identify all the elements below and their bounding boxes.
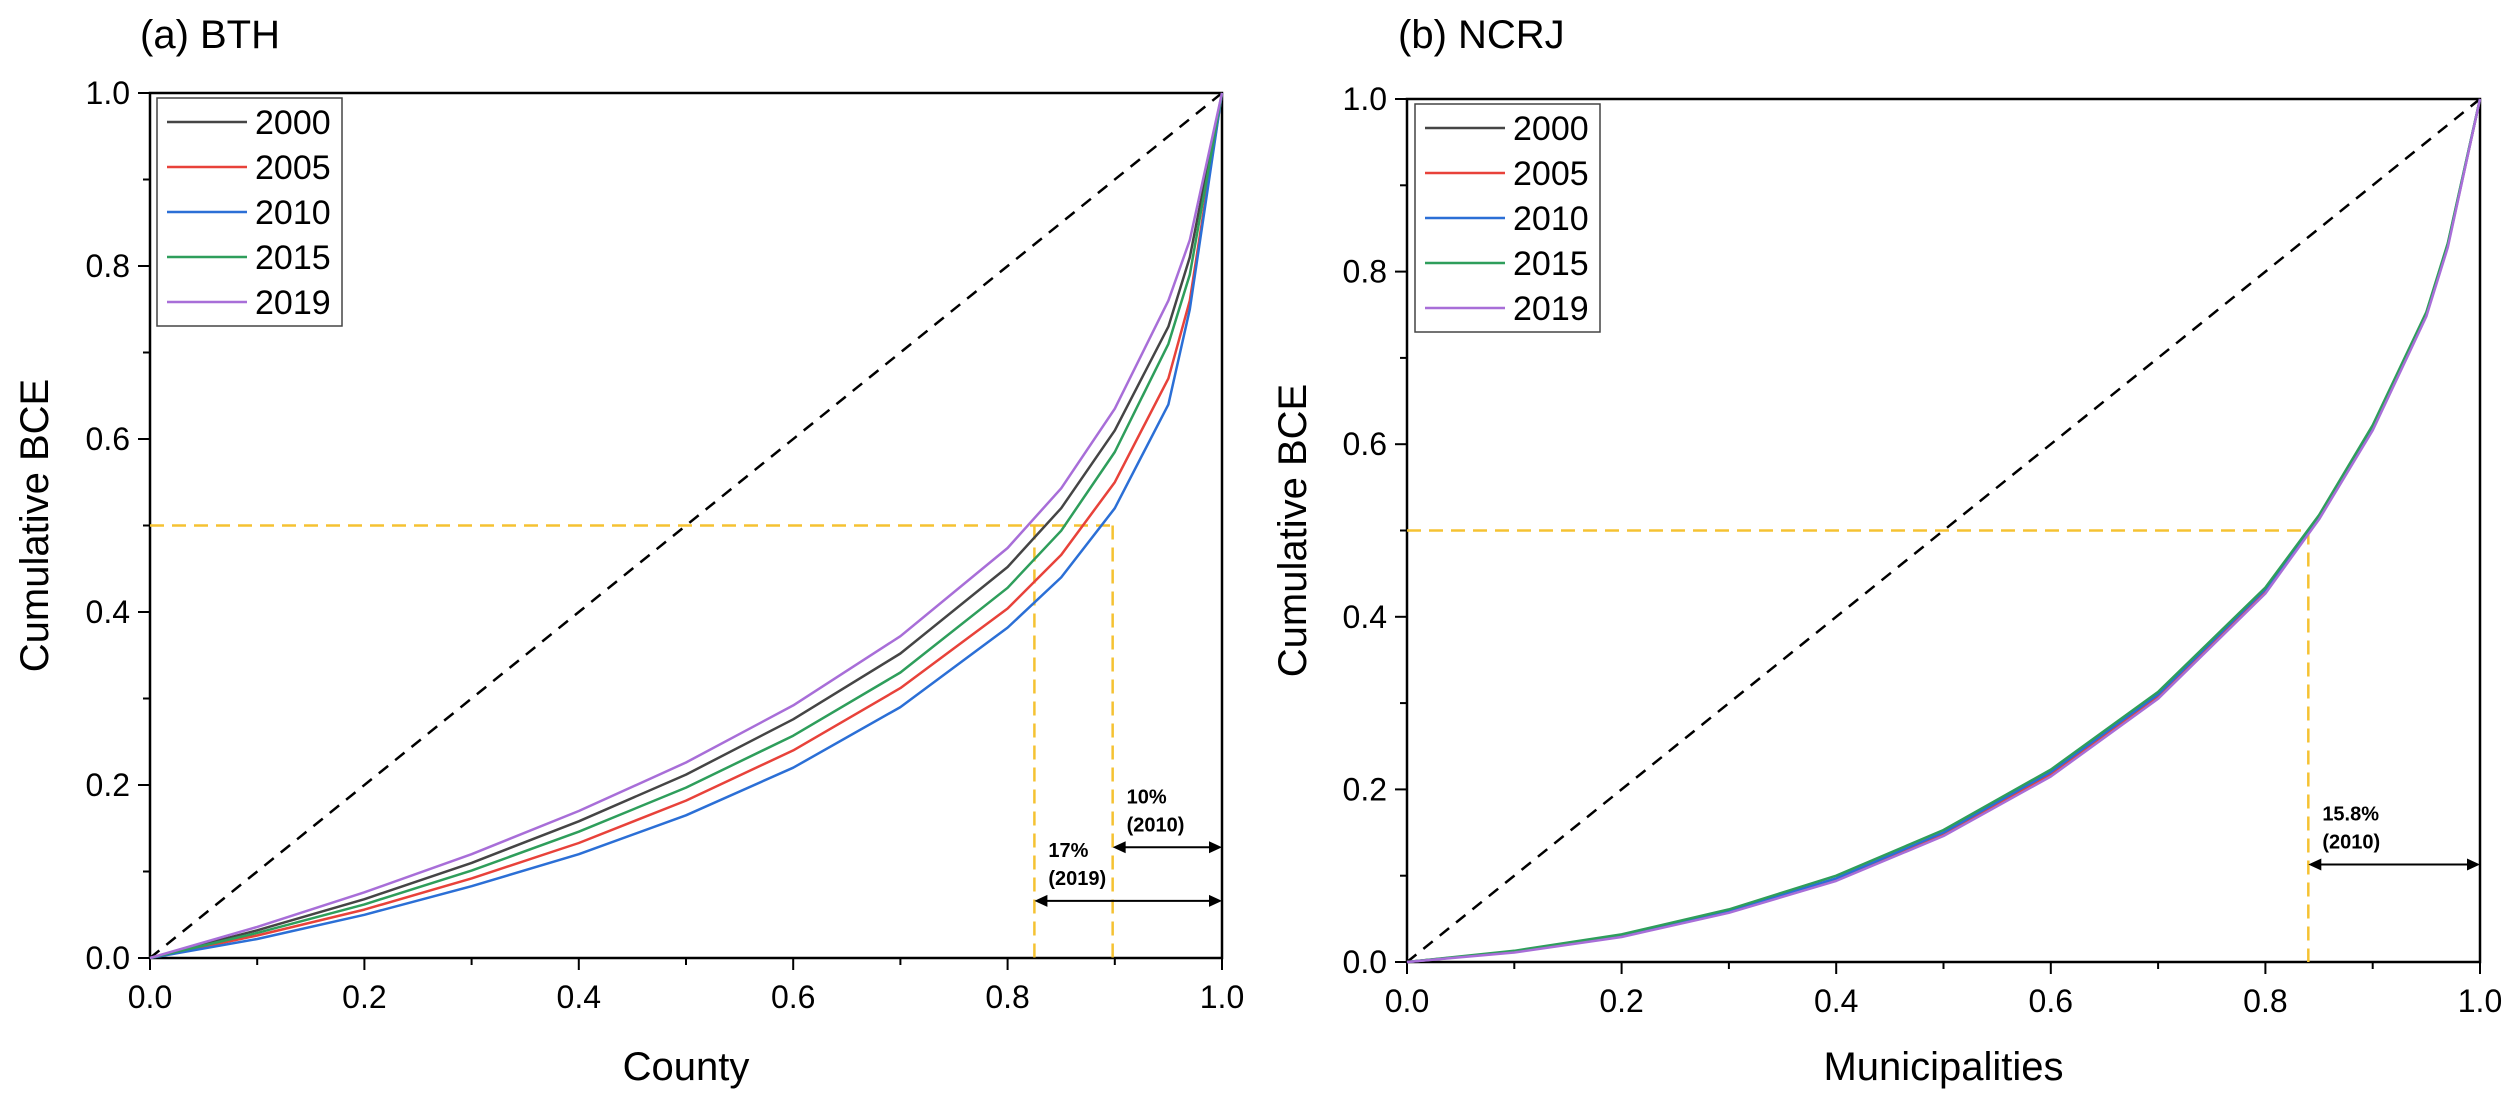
series-line-2005 bbox=[149, 92, 1224, 960]
x-tick-label: 0.6 bbox=[771, 979, 815, 1015]
y-tick-label: 0.0 bbox=[1343, 944, 1387, 980]
annotation-arrowhead-right bbox=[1209, 894, 1222, 907]
legend-label-2000: 2000 bbox=[255, 104, 331, 142]
legend-label-2019: 2019 bbox=[1513, 290, 1589, 328]
series-line-2015 bbox=[149, 92, 1224, 960]
x-tick-label: 0.2 bbox=[342, 979, 386, 1015]
legend-label-2005: 2005 bbox=[1513, 155, 1589, 193]
y-tick-label: 0.4 bbox=[86, 594, 130, 630]
legend-label-2010: 2010 bbox=[255, 194, 331, 232]
panel-title: (b) NCRJ bbox=[1398, 13, 1565, 57]
legend-label-2015: 2015 bbox=[1513, 245, 1589, 283]
x-tick-label: 0.8 bbox=[985, 979, 1029, 1015]
x-tick-label: 0.0 bbox=[128, 979, 172, 1015]
legend-label-2010: 2010 bbox=[1513, 200, 1589, 238]
annotation-year: (2010) bbox=[2322, 831, 2380, 853]
annotation-arrowhead-left bbox=[1034, 894, 1048, 907]
series-line-2010 bbox=[149, 92, 1224, 960]
annotation-arrowhead-left bbox=[1112, 841, 1126, 854]
x-tick-label: 0.8 bbox=[2243, 983, 2287, 1019]
legend-label-2000: 2000 bbox=[1513, 110, 1589, 148]
series-line-2019 bbox=[149, 92, 1224, 960]
y-tick-label: 1.0 bbox=[1343, 81, 1387, 117]
y-axis-title: Cumulative BCE bbox=[13, 379, 57, 672]
annotation-year: (2010) bbox=[1127, 814, 1185, 836]
legend-label-2019: 2019 bbox=[255, 284, 331, 322]
series-line-2015 bbox=[1406, 98, 2482, 964]
panel-title: (a) BTH bbox=[140, 13, 280, 57]
x-tick-label: 0.0 bbox=[1385, 983, 1429, 1019]
x-axis-title: County bbox=[623, 1045, 750, 1089]
annotation-arrowhead-left bbox=[2308, 858, 2322, 871]
y-tick-label: 0.8 bbox=[1343, 254, 1387, 290]
y-tick-label: 0.0 bbox=[86, 940, 130, 976]
y-tick-label: 0.2 bbox=[86, 767, 130, 803]
annotation-percent: 17% bbox=[1048, 840, 1088, 862]
annotation-arrowhead-right bbox=[2467, 858, 2480, 871]
chart-panel-a: 0.0 0.2 0.4 0.6 0.8 1.0 0.0 0.2 0.4 0.6 0.8 1.0 (a) … bbox=[13, 13, 1244, 1089]
legend: 2000 2005 2010 2015 2019 bbox=[1414, 103, 1601, 333]
x-tick-label: 0.2 bbox=[1599, 983, 1643, 1019]
y-axis-title: Cumulative BCE bbox=[1271, 384, 1315, 677]
annotation-percent: 15.8% bbox=[2322, 803, 2379, 825]
series-line-2019 bbox=[1406, 98, 2482, 964]
x-tick-label: 0.4 bbox=[557, 979, 601, 1015]
y-tick-label: 0.2 bbox=[1343, 771, 1387, 807]
annotation-percent: 10% bbox=[1127, 786, 1167, 808]
y-tick-label: 0.6 bbox=[1343, 426, 1387, 462]
chart-panel-b: 0.0 0.2 0.4 0.6 0.8 1.0 0.0 0.2 0.4 0.6 0.8 1.0 (b) … bbox=[1271, 13, 2502, 1089]
annotation-year: (2019) bbox=[1048, 868, 1106, 890]
x-axis-title: Municipalities bbox=[1823, 1045, 2063, 1089]
legend-label-2005: 2005 bbox=[255, 149, 331, 187]
annotation-arrowhead-right bbox=[1209, 841, 1222, 854]
y-tick-label: 1.0 bbox=[86, 75, 130, 111]
y-tick-label: 0.4 bbox=[1343, 599, 1387, 635]
x-tick-label: 1.0 bbox=[2458, 983, 2502, 1019]
x-tick-label: 1.0 bbox=[1200, 979, 1244, 1015]
y-tick-label: 0.6 bbox=[86, 421, 130, 457]
y-tick-label: 0.8 bbox=[86, 248, 130, 284]
x-tick-label: 0.4 bbox=[1814, 983, 1858, 1019]
series-line-2000 bbox=[149, 92, 1224, 960]
legend: 2000 2005 2010 2015 2019 bbox=[156, 97, 343, 327]
legend-label-2015: 2015 bbox=[255, 239, 331, 277]
x-tick-label: 0.6 bbox=[2029, 983, 2073, 1019]
